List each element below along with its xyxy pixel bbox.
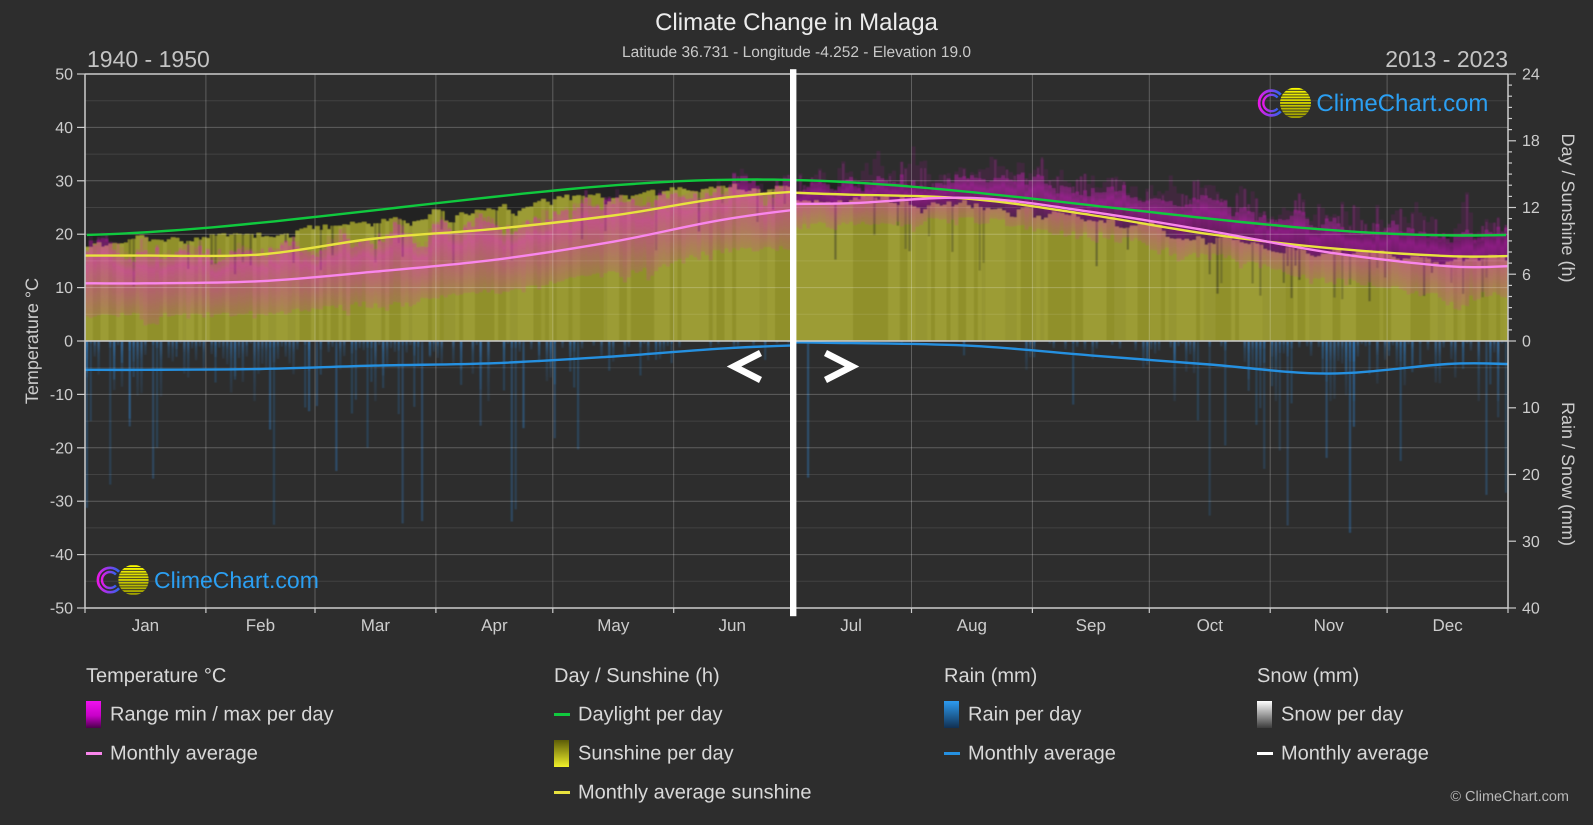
svg-text:Rain / Snow (mm): Rain / Snow (mm) [1558,402,1578,546]
svg-text:Snow per day: Snow per day [1281,704,1403,726]
svg-text:Monthly average: Monthly average [110,743,258,765]
svg-text:40: 40 [55,120,73,137]
svg-text:Rain per day: Rain per day [968,704,1081,726]
svg-text:24: 24 [1522,67,1540,84]
svg-text:1940 - 1950: 1940 - 1950 [87,46,210,72]
svg-text:Monthly average sunshine: Monthly average sunshine [578,782,811,804]
svg-text:30: 30 [55,173,73,190]
svg-text:-20: -20 [50,440,73,457]
svg-text:6: 6 [1522,267,1531,284]
svg-text:Climate Change in Malaga: Climate Change in Malaga [655,9,938,36]
svg-text:Monthly average: Monthly average [968,743,1116,765]
svg-text:Daylight per day: Daylight per day [578,704,723,726]
svg-text:ClimeChart.com: ClimeChart.com [154,567,319,593]
svg-text:Feb: Feb [246,616,275,635]
svg-text:-50: -50 [50,601,73,618]
svg-text:Rain (mm): Rain (mm) [944,665,1037,687]
svg-text:Temperature °C: Temperature °C [86,665,226,687]
svg-text:Sunshine per day: Sunshine per day [578,743,734,765]
svg-text:Mar: Mar [361,616,391,635]
svg-text:Oct: Oct [1197,616,1224,635]
svg-text:0: 0 [64,334,73,351]
svg-text:0: 0 [1522,334,1531,351]
svg-text:© ClimeChart.com: © ClimeChart.com [1450,789,1569,805]
svg-text:10: 10 [55,280,73,297]
svg-text:20: 20 [1522,467,1540,484]
svg-text:May: May [597,616,630,635]
svg-text:-10: -10 [50,387,73,404]
svg-text:40: 40 [1522,601,1540,618]
svg-text:Jun: Jun [718,616,745,635]
svg-text:-30: -30 [50,494,73,511]
svg-text:Range min / max per day: Range min / max per day [110,704,333,726]
svg-text:12: 12 [1522,200,1540,217]
svg-text:18: 18 [1522,133,1540,150]
svg-text:Sep: Sep [1076,616,1106,635]
svg-text:Latitude 36.731 - Longitude -4: Latitude 36.731 - Longitude -4.252 - Ele… [622,44,971,61]
svg-text:Snow (mm): Snow (mm) [1257,665,1359,687]
svg-text:10: 10 [1522,400,1540,417]
svg-text:20: 20 [55,227,73,244]
svg-text:Nov: Nov [1314,616,1345,635]
svg-text:ClimeChart.com: ClimeChart.com [1316,90,1488,117]
svg-text:Apr: Apr [481,616,508,635]
svg-text:30: 30 [1522,534,1540,551]
svg-text:Monthly average: Monthly average [1281,743,1429,765]
svg-text:-40: -40 [50,547,73,564]
svg-text:Aug: Aug [957,616,987,635]
svg-text:Jan: Jan [132,616,159,635]
svg-text:Day / Sunshine (h): Day / Sunshine (h) [554,665,720,687]
svg-text:Dec: Dec [1432,616,1463,635]
svg-text:50: 50 [55,67,73,84]
svg-text:Jul: Jul [840,616,862,635]
svg-text:Day / Sunshine (h): Day / Sunshine (h) [1558,133,1578,282]
svg-text:Temperature °C: Temperature °C [22,278,42,404]
svg-text:2013 - 2023: 2013 - 2023 [1385,46,1508,72]
